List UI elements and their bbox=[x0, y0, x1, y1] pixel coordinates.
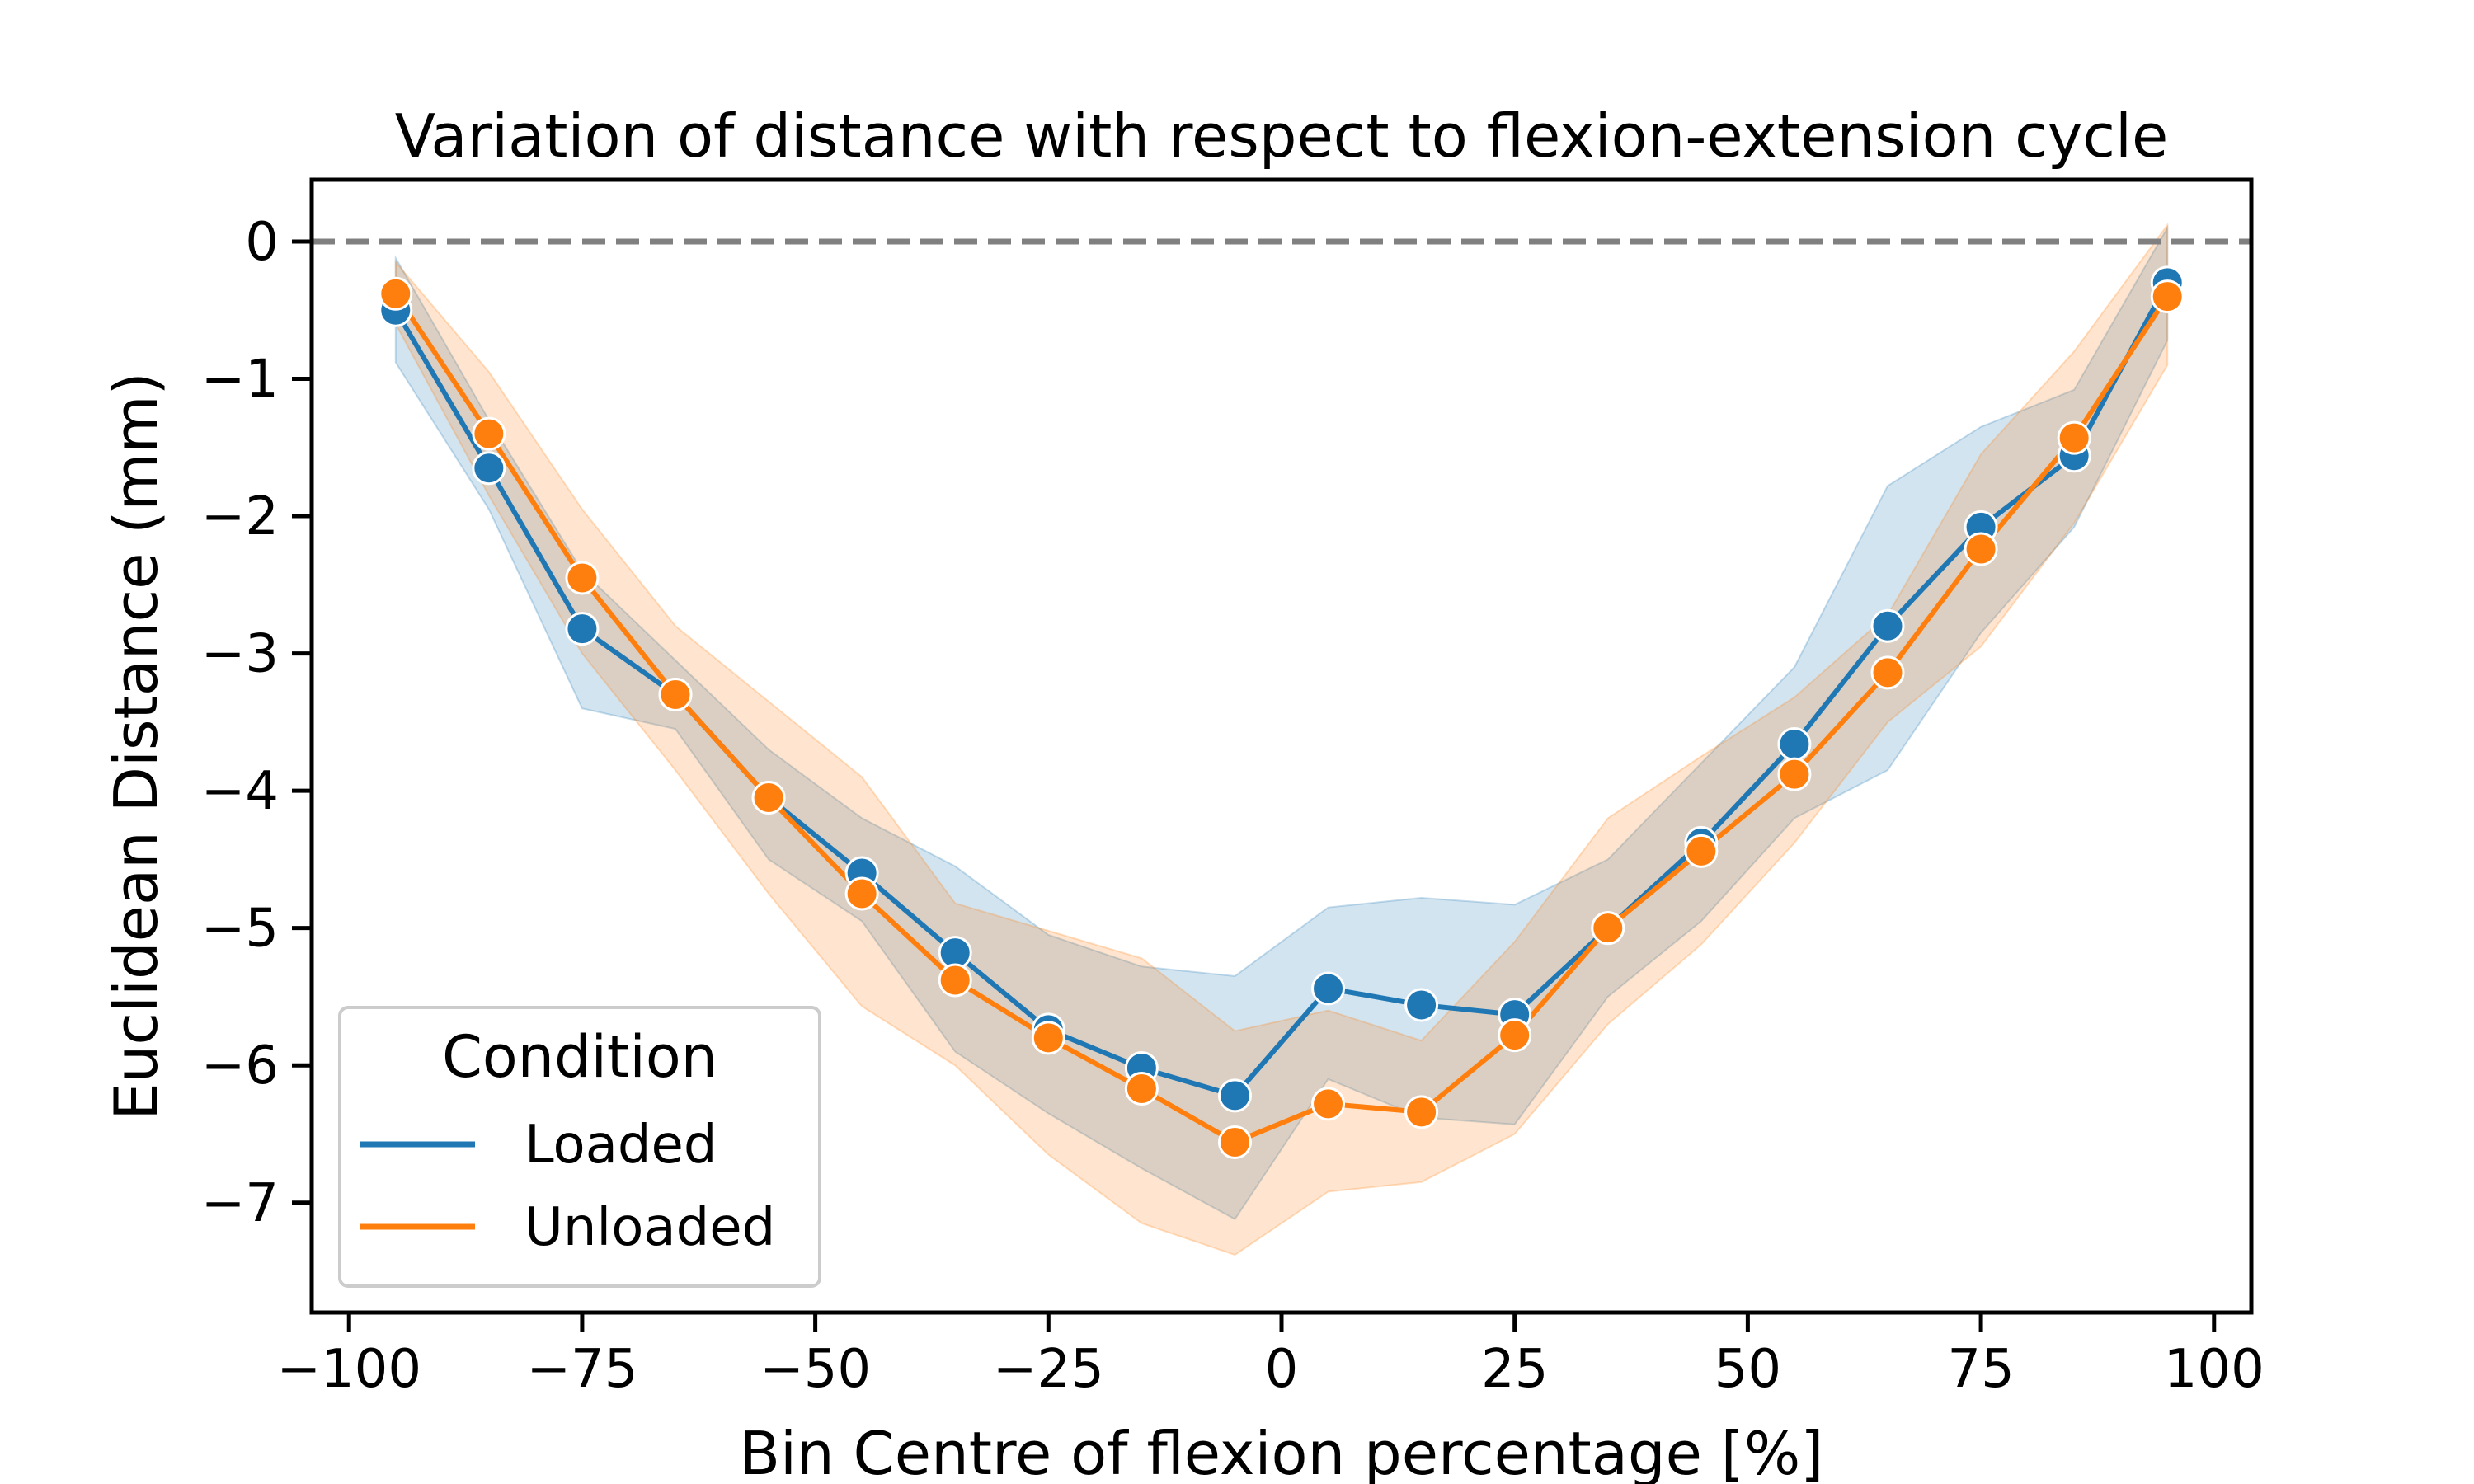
x-tick-label: 50 bbox=[1714, 1339, 1781, 1400]
series-lines bbox=[393, 281, 2170, 1145]
x-tick-label: −50 bbox=[760, 1339, 871, 1400]
point-loaded-15 bbox=[1777, 727, 1812, 762]
series-line-unloaded bbox=[393, 292, 2170, 1145]
y-tick-label: −6 bbox=[201, 1036, 279, 1097]
y-tick-label: 0 bbox=[245, 212, 279, 273]
y-tick-label: −4 bbox=[201, 761, 279, 822]
chart-title: Variation of distance with respect to fl… bbox=[395, 101, 2169, 171]
x-tick-label: 75 bbox=[1947, 1339, 2014, 1400]
point-unloaded-1 bbox=[472, 416, 506, 451]
y-tick-label: −5 bbox=[201, 899, 279, 960]
x-tick-label: −100 bbox=[276, 1339, 421, 1400]
legend-title: Condition bbox=[442, 1023, 717, 1091]
point-unloaded-5 bbox=[844, 876, 879, 911]
point-unloaded-7 bbox=[1031, 1021, 1065, 1055]
y-tick-label: −7 bbox=[201, 1173, 279, 1234]
y-tick-label: −3 bbox=[201, 624, 279, 685]
y-tick-label: −2 bbox=[201, 486, 279, 547]
point-loaded-11 bbox=[1404, 988, 1439, 1022]
y-tick-label: −1 bbox=[201, 349, 279, 410]
x-tick-label: −75 bbox=[526, 1339, 637, 1400]
x-tick-label: −25 bbox=[993, 1339, 1104, 1400]
point-loaded-10 bbox=[1311, 971, 1346, 1006]
series-points bbox=[379, 265, 2185, 1159]
x-tick-label: 100 bbox=[2164, 1339, 2265, 1400]
legend-label-loaded: Loaded bbox=[524, 1115, 717, 1176]
point-unloaded-17 bbox=[1964, 532, 1998, 566]
point-loaded-16 bbox=[1870, 608, 1905, 643]
point-unloaded-0 bbox=[379, 276, 413, 311]
point-loaded-1 bbox=[472, 451, 506, 486]
point-unloaded-14 bbox=[1684, 834, 1719, 868]
point-unloaded-15 bbox=[1777, 757, 1812, 791]
legend: Condition Loaded Unloaded bbox=[338, 1006, 821, 1288]
x-axis-ticks: −100 −75 −50 −25 0 25 50 75 100 bbox=[276, 1313, 2265, 1400]
point-unloaded-18 bbox=[2057, 420, 2091, 455]
point-unloaded-10 bbox=[1311, 1087, 1346, 1121]
point-unloaded-13 bbox=[1591, 911, 1625, 946]
y-axis-ticks: 0 −1 −2 −3 −4 −5 −6 −7 bbox=[201, 212, 312, 1234]
point-unloaded-11 bbox=[1404, 1095, 1439, 1129]
point-unloaded-19 bbox=[2150, 279, 2185, 314]
legend-box bbox=[338, 1006, 821, 1288]
x-tick-label: 0 bbox=[1265, 1339, 1299, 1400]
point-loaded-2 bbox=[565, 612, 600, 646]
ci-band-unloaded bbox=[394, 222, 2169, 1256]
point-unloaded-12 bbox=[1498, 1018, 1532, 1053]
x-axis-label: Bin Centre of flexion percentage [%] bbox=[740, 1419, 1824, 1484]
point-unloaded-16 bbox=[1870, 655, 1905, 690]
point-unloaded-3 bbox=[658, 678, 693, 712]
point-unloaded-8 bbox=[1124, 1072, 1159, 1106]
point-unloaded-4 bbox=[751, 780, 786, 815]
x-tick-label: 25 bbox=[1481, 1339, 1548, 1400]
y-axis-label: Euclidean Distance (mm) bbox=[101, 372, 171, 1120]
point-loaded-9 bbox=[1217, 1078, 1252, 1113]
point-unloaded-2 bbox=[565, 561, 600, 595]
point-unloaded-9 bbox=[1217, 1125, 1252, 1159]
point-unloaded-6 bbox=[938, 963, 972, 998]
legend-label-unloaded: Unloaded bbox=[524, 1197, 775, 1258]
